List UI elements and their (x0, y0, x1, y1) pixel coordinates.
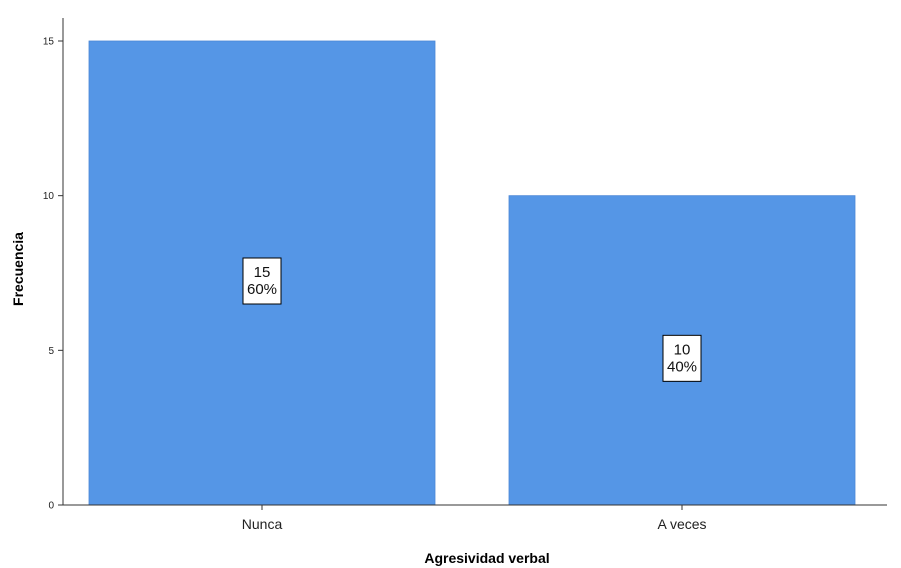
y-axis-ticks: 0 5 10 15 (43, 37, 63, 512)
data-label-count: 15 (254, 264, 271, 281)
x-category-label: A veces (657, 516, 706, 532)
data-label-percent: 60% (247, 281, 277, 298)
data-label-box (242, 257, 282, 305)
x-category-label: Nunca (242, 516, 283, 532)
data-label-box (662, 334, 702, 382)
data-label-count: 10 (674, 341, 691, 358)
data-label-percent: 40% (667, 358, 697, 375)
y-tick-label: 15 (43, 37, 55, 48)
x-axis-title: Agresividad verbal (424, 550, 549, 566)
y-tick-label: 5 (48, 346, 54, 357)
bars-layer (88, 40, 856, 506)
y-axis-title: Frecuencia (10, 232, 26, 306)
y-tick-label: 0 (48, 501, 54, 512)
x-axis-categories: Nunca A veces (242, 505, 707, 532)
y-tick-label: 10 (43, 191, 55, 202)
